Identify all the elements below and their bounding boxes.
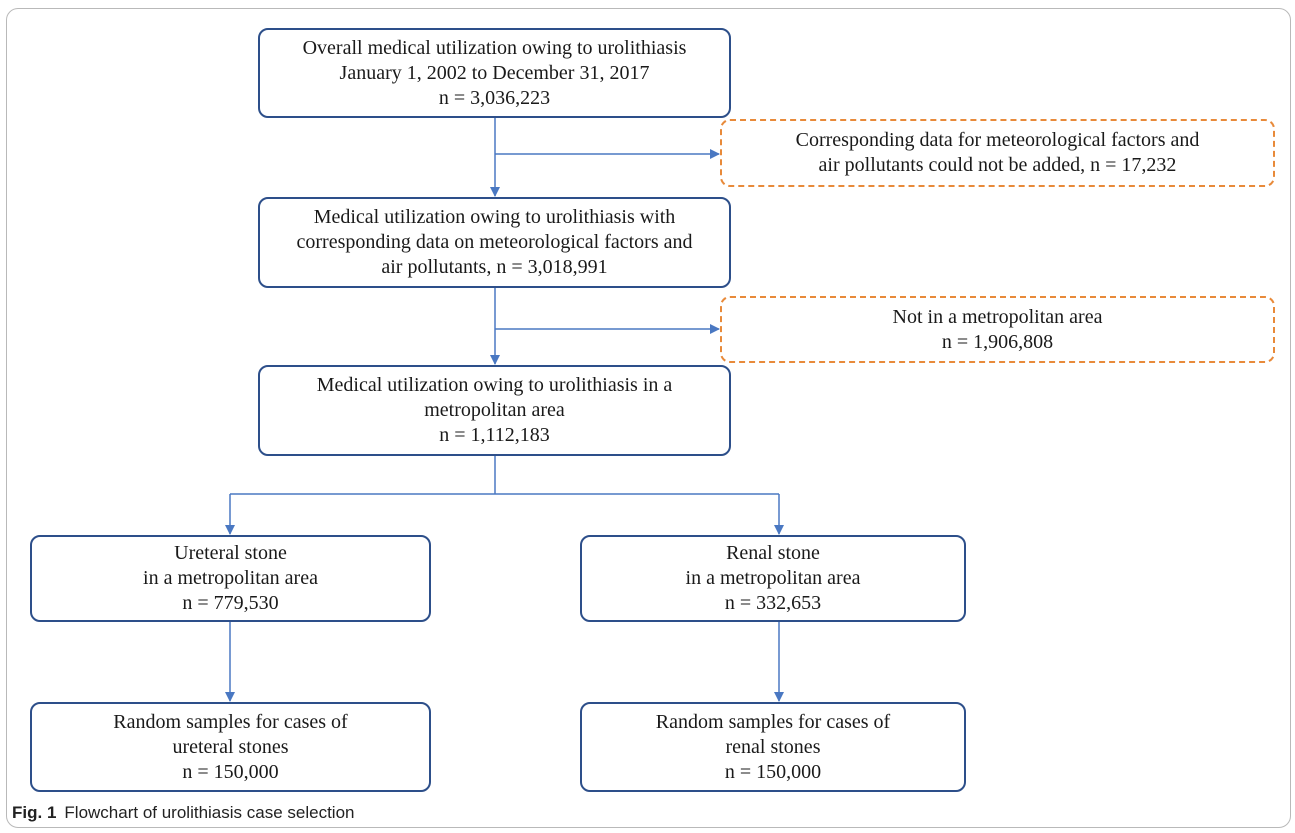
figure-caption: Fig. 1 Flowchart of urolithiasis case sel… [12, 803, 354, 823]
box-overall-utilization: Overall medical utilization owing to uro… [258, 28, 731, 118]
box-renal-samples: Random samples for cases of renal stones… [580, 702, 966, 792]
box-excluded-non-metropolitan: Not in a metropolitan area n = 1,906,808 [720, 296, 1275, 363]
text-line: air pollutants, n = 3,018,991 [381, 256, 608, 278]
text-line: Not in a metropolitan area [892, 305, 1103, 328]
text-line: n = 150,000 [724, 760, 822, 783]
figure-frame [6, 8, 1291, 828]
text-line: Corresponding data for meteorological fa… [795, 129, 1200, 151]
box-ureteral-samples: Random samples for cases of ureteral sto… [30, 702, 431, 792]
text-line: Medical utilization owing to urolithiasi… [313, 206, 676, 228]
text-line: n = 150,000 [182, 760, 279, 783]
text-line: Random samples for cases of [113, 710, 348, 733]
box-with-corresponding-data: Medical utilization owing to urolithiasi… [258, 197, 731, 288]
text-line: n = 779,530 [182, 592, 279, 614]
text-line: ureteral stones [172, 735, 289, 758]
text-line: Medical utilization owing to urolithiasi… [316, 374, 673, 396]
text-line: n = 3,036,223 [438, 86, 551, 109]
text-line: Renal stone [726, 542, 820, 564]
box-metropolitan-area: Medical utilization owing to urolithiasi… [258, 365, 731, 456]
box-excluded-missing-data: Corresponding data for meteorological fa… [720, 119, 1275, 187]
text-line: n = 332,653 [724, 592, 822, 614]
text-line: n = 1,906,808 [941, 330, 1054, 353]
text-line: Random samples for cases of [655, 710, 891, 733]
text-line: Overall medical utilization owing to uro… [302, 36, 687, 59]
text-line: January 1, 2002 to December 31, 2017 [339, 61, 650, 84]
text-line: n = 1,112,183 [439, 424, 550, 446]
text-line: metropolitan area [424, 399, 565, 421]
box-ureteral-stone: Ureteral stone in a metropolitan area n … [30, 535, 431, 622]
text-line: renal stones [725, 735, 821, 758]
text-line: in a metropolitan area [685, 567, 861, 589]
text-line: Ureteral stone [174, 542, 287, 564]
figure-caption-text: Flowchart of urolithiasis case selection [64, 803, 355, 822]
box-renal-stone: Renal stone in a metropolitan area n = 3… [580, 535, 966, 622]
text-line: air pollutants could not be added, n = 1… [818, 154, 1177, 176]
figure-label: Fig. 1 [12, 803, 57, 822]
text-line: in a metropolitan area [143, 567, 318, 589]
text-line: corresponding data on meteorological fac… [296, 231, 693, 253]
